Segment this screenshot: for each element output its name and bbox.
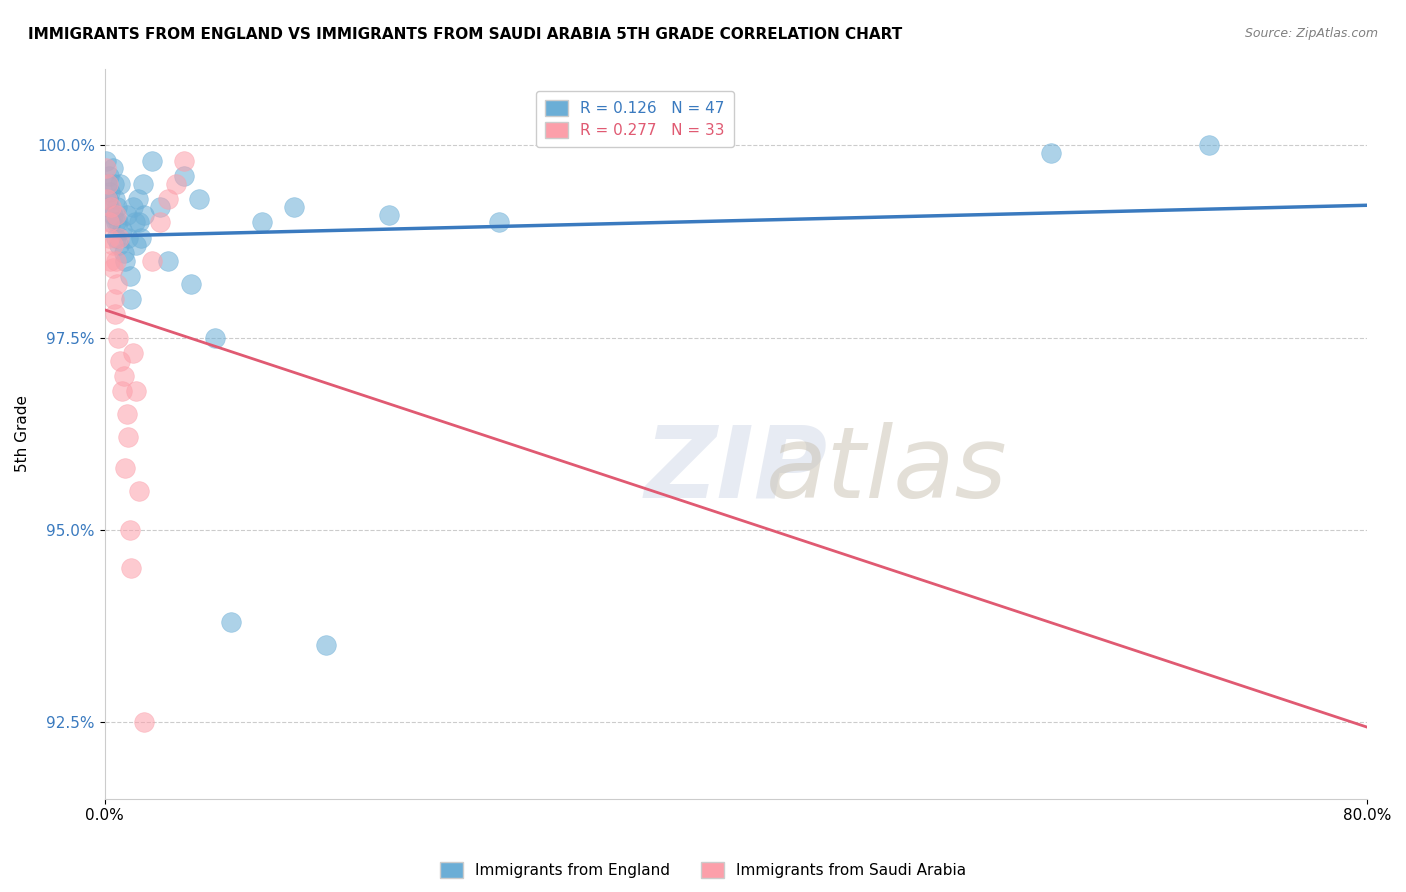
Point — [105, 208, 128, 222]
Point — [98, 253, 121, 268]
Point — [128, 215, 150, 229]
Point — [141, 153, 163, 168]
Point — [105, 230, 128, 244]
Point — [122, 200, 145, 214]
Point — [110, 353, 132, 368]
Point — [180, 277, 202, 291]
Point — [100, 215, 122, 229]
Point — [149, 200, 172, 214]
Legend: R = 0.126   N = 47, R = 0.277   N = 33: R = 0.126 N = 47, R = 0.277 N = 33 — [536, 91, 734, 147]
Point — [128, 484, 150, 499]
Point — [105, 200, 128, 214]
Point — [96, 153, 118, 168]
Point — [131, 177, 153, 191]
Point — [115, 208, 138, 222]
Point — [121, 561, 143, 575]
Point — [108, 230, 131, 244]
Y-axis label: 5th Grade: 5th Grade — [15, 395, 30, 472]
Point — [117, 430, 139, 444]
Point — [118, 523, 141, 537]
Point — [118, 268, 141, 283]
Point — [108, 238, 131, 252]
Point — [114, 253, 136, 268]
Point — [114, 461, 136, 475]
Point — [97, 169, 120, 183]
Point — [165, 177, 187, 191]
Point — [111, 223, 134, 237]
Point — [488, 215, 510, 229]
Point — [103, 177, 125, 191]
Point — [141, 253, 163, 268]
Point — [97, 230, 120, 244]
Point — [100, 200, 122, 214]
Point — [98, 185, 121, 199]
Point — [188, 192, 211, 206]
Point — [101, 161, 124, 176]
Point — [132, 714, 155, 729]
Point — [377, 208, 399, 222]
Text: Source: ZipAtlas.com: Source: ZipAtlas.com — [1244, 27, 1378, 40]
Point — [104, 215, 127, 229]
Point — [103, 292, 125, 306]
Legend: Immigrants from England, Immigrants from Saudi Arabia: Immigrants from England, Immigrants from… — [434, 856, 972, 884]
Point — [252, 215, 274, 229]
Point — [125, 384, 148, 399]
Point — [104, 192, 127, 206]
Point — [283, 200, 305, 214]
Point — [149, 215, 172, 229]
Text: atlas: atlas — [766, 422, 1008, 518]
Point — [132, 208, 155, 222]
Point — [107, 330, 129, 344]
Point — [103, 208, 125, 222]
Point — [173, 169, 195, 183]
Point — [124, 215, 146, 229]
Point — [96, 161, 118, 176]
Point — [107, 215, 129, 229]
Point — [112, 369, 135, 384]
Point — [129, 230, 152, 244]
Point — [121, 292, 143, 306]
Point — [98, 215, 121, 229]
Point — [219, 615, 242, 629]
Point — [97, 177, 120, 191]
Point — [1198, 138, 1220, 153]
Point — [125, 238, 148, 252]
Point — [98, 200, 121, 214]
Point — [105, 277, 128, 291]
Point — [1040, 146, 1063, 161]
Point — [204, 330, 226, 344]
Point — [110, 177, 132, 191]
Point — [173, 153, 195, 168]
Point — [156, 192, 179, 206]
Point — [127, 192, 149, 206]
Point — [104, 308, 127, 322]
Point — [103, 238, 125, 252]
Point — [156, 253, 179, 268]
Text: ZIP: ZIP — [644, 422, 827, 518]
Point — [104, 253, 127, 268]
Point — [112, 246, 135, 260]
Point — [96, 192, 118, 206]
Point — [96, 177, 118, 191]
Point — [115, 408, 138, 422]
Point — [117, 230, 139, 244]
Point — [315, 638, 337, 652]
Point — [101, 261, 124, 276]
Point — [97, 192, 120, 206]
Text: IMMIGRANTS FROM ENGLAND VS IMMIGRANTS FROM SAUDI ARABIA 5TH GRADE CORRELATION CH: IMMIGRANTS FROM ENGLAND VS IMMIGRANTS FR… — [28, 27, 903, 42]
Point — [122, 346, 145, 360]
Point — [111, 384, 134, 399]
